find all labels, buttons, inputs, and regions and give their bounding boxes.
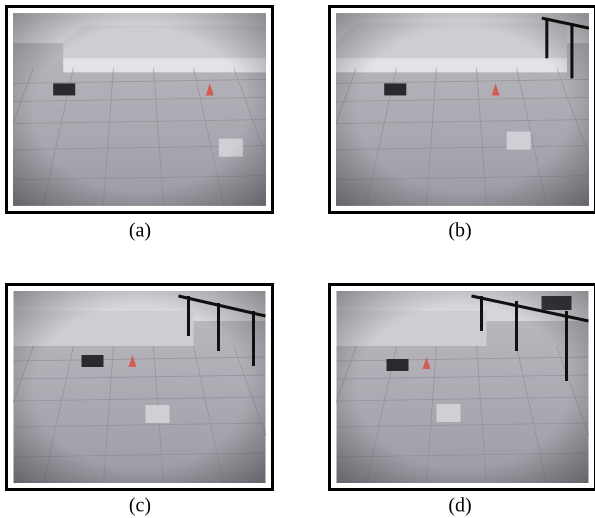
caption: (b) — [448, 220, 471, 242]
panel-d — [307, 285, 595, 490]
caption: (d) — [448, 495, 471, 517]
photo — [306, 13, 595, 206]
photo — [0, 13, 284, 206]
panel-c — [0, 285, 284, 490]
caption: (c) — [129, 495, 151, 517]
figure: (a) (b) (c) — [0, 0, 595, 518]
photo — [0, 291, 284, 483]
caption: (a) — [129, 220, 151, 242]
panel-b — [306, 7, 595, 213]
panel-a — [0, 7, 284, 213]
photo — [307, 291, 595, 483]
